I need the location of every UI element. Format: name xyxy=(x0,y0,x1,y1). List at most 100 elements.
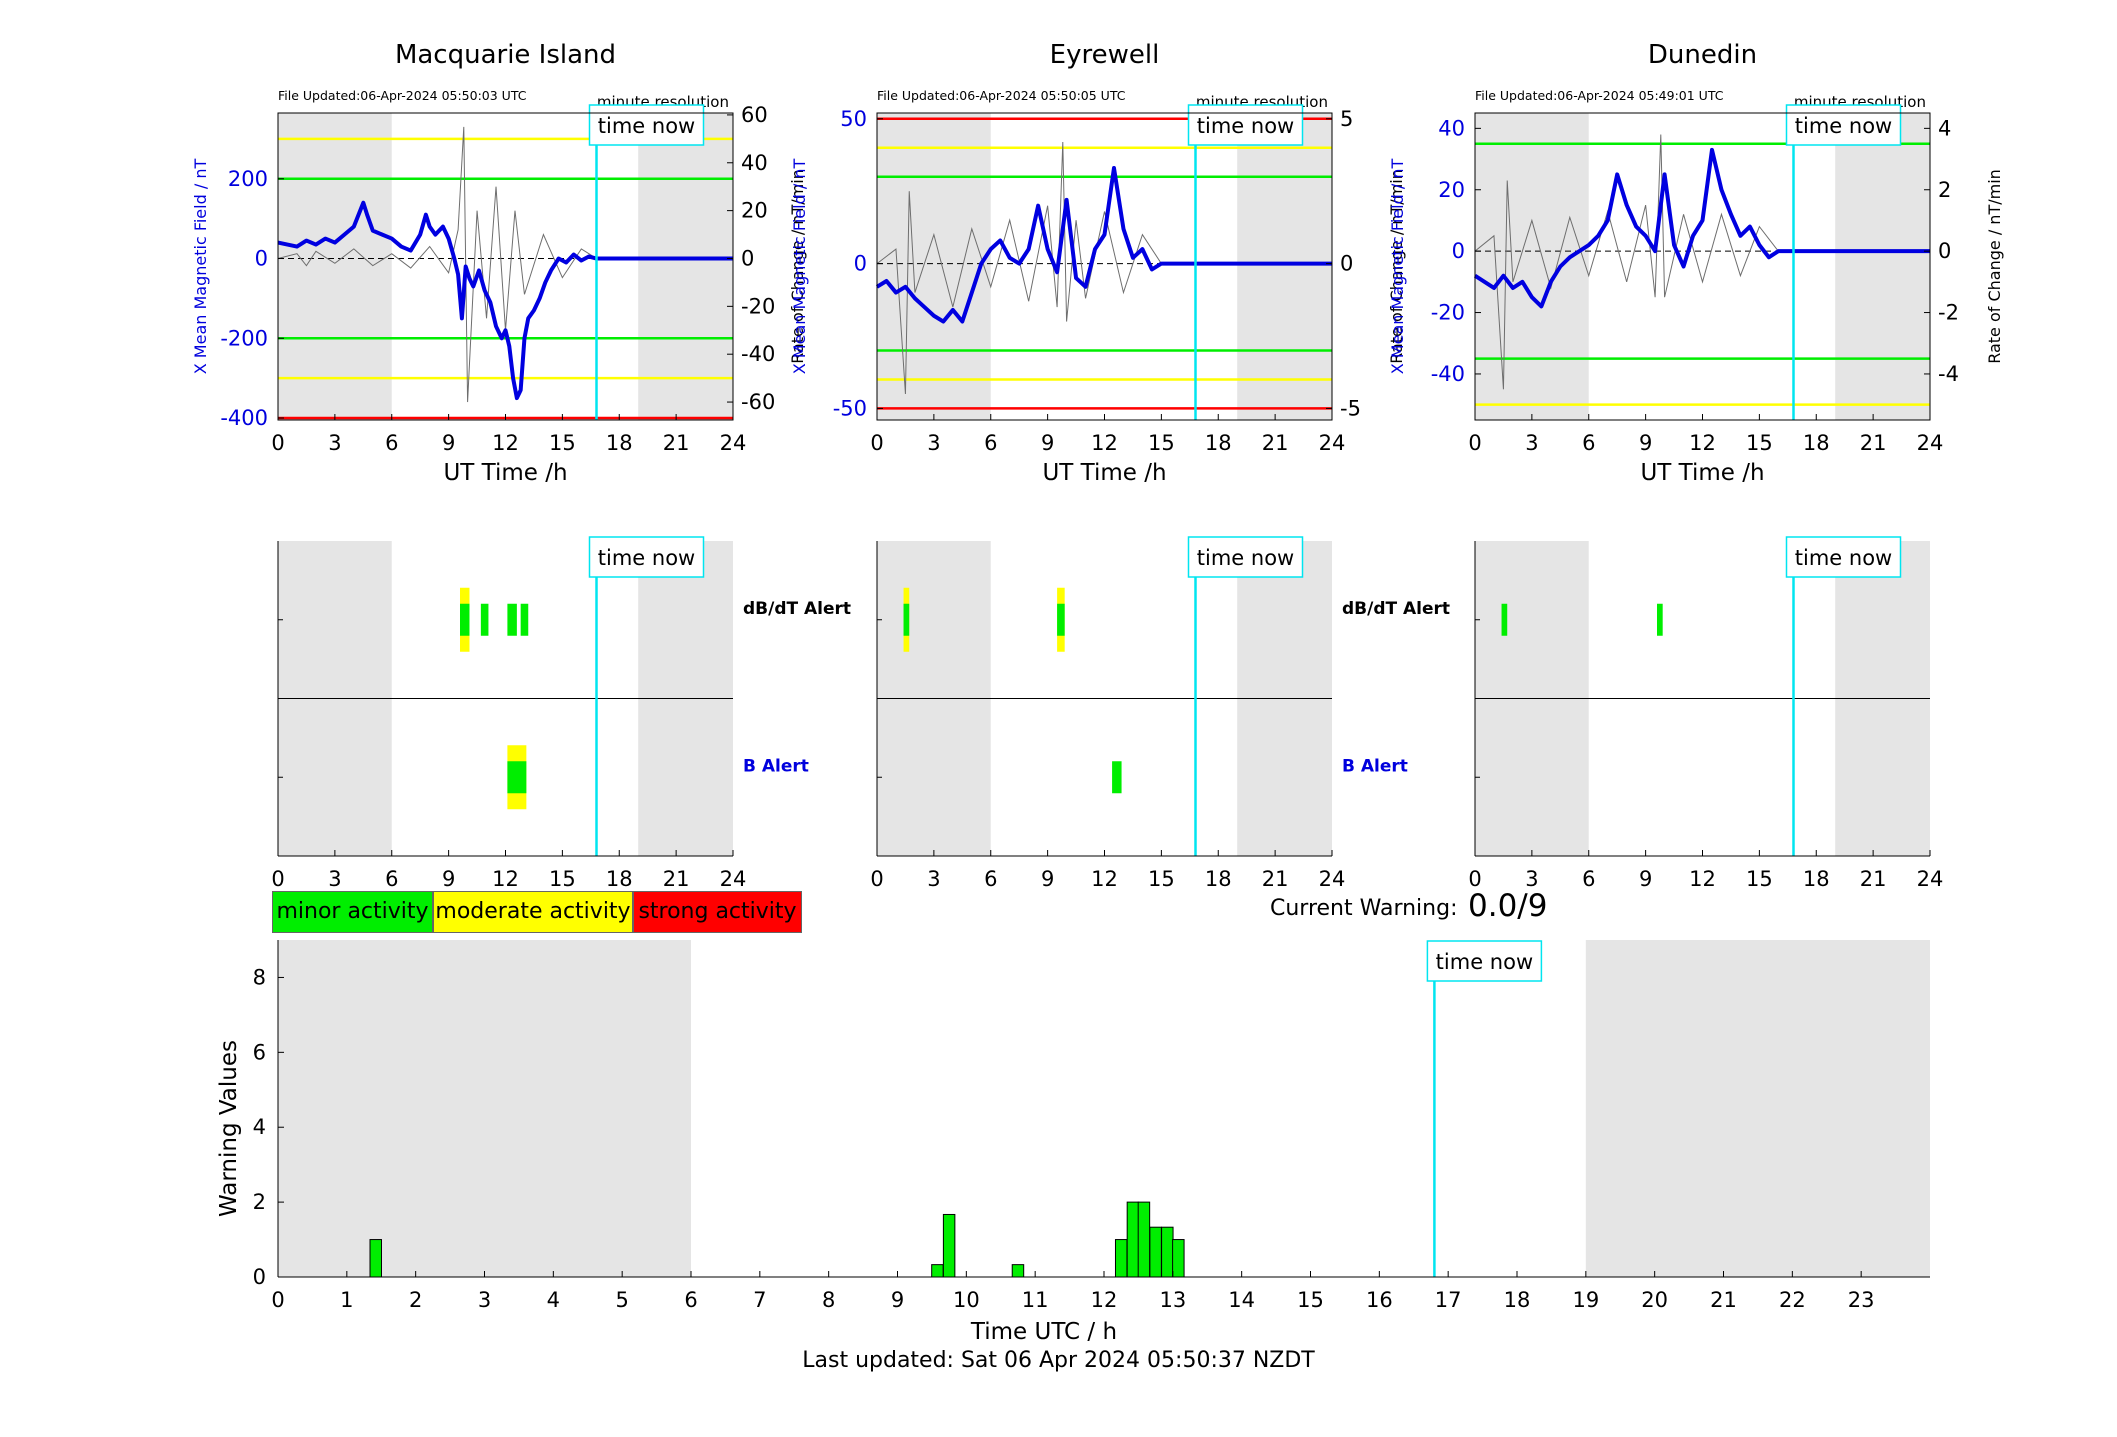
station-panel-2: Dunedin File Updated:06-Apr-2024 05:49:01… xyxy=(1388,40,2004,486)
x-tick-label: 18 xyxy=(1205,431,1232,455)
x-tick-label: 16 xyxy=(1366,1288,1393,1312)
x-tick-label: 6 xyxy=(984,867,997,891)
y-tick-label: -400 xyxy=(220,406,268,430)
x-tick-label: 19 xyxy=(1572,1288,1599,1312)
warning-bar xyxy=(1114,1239,1128,1278)
x-tick-label: 21 xyxy=(1860,867,1887,891)
x-tick-label: 9 xyxy=(1639,867,1652,891)
x-tick-label: 11 xyxy=(1022,1288,1049,1312)
x-tick-label: 15 xyxy=(1148,431,1175,455)
y-tick-label: -40 xyxy=(1431,362,1465,386)
x-tick-label: 20 xyxy=(1641,1288,1668,1312)
y-tick-label: -200 xyxy=(220,326,268,350)
warning-bar xyxy=(369,1239,382,1278)
y-tick-label: 2 xyxy=(253,1190,266,1214)
y-tick-label: 40 xyxy=(1438,116,1465,140)
rate-of-change-trace xyxy=(1474,134,1779,390)
warning-bar xyxy=(1011,1264,1025,1278)
x-axis-label: Time UTC / h xyxy=(970,1319,1117,1345)
b-alert-label: B Alert xyxy=(743,756,809,776)
magnetic-field-trace xyxy=(875,166,1332,324)
x-tick-label: 3 xyxy=(328,867,341,891)
legend-moderate-activity: moderate activity xyxy=(433,891,633,933)
x-tick-label: 15 xyxy=(1297,1288,1324,1312)
x-tick-label: 12 xyxy=(492,431,519,455)
x-tick-label: 3 xyxy=(328,431,341,455)
right-tick-label: -2 xyxy=(1938,301,1959,325)
x-tick-label: 10 xyxy=(953,1288,980,1312)
y-tick-label: -20 xyxy=(1431,301,1465,325)
x-axis-label: UT Time /h xyxy=(1042,460,1166,486)
x-tick-label: 9 xyxy=(442,867,455,891)
y-axis-label: Warning Values xyxy=(216,1040,242,1217)
time-now-label: time now xyxy=(598,546,695,570)
x-tick-label: 18 xyxy=(1504,1288,1531,1312)
alert-panel-2: time now 0 3 6 9 12 15 18 21 24 xyxy=(1468,536,1943,891)
station-panel-0: Macquarie Island File Updated:06-Apr-2024… xyxy=(191,40,807,486)
right-tick-label: -60 xyxy=(741,390,775,414)
time-now-label: time now xyxy=(1795,114,1892,138)
x-tick-label: 9 xyxy=(442,431,455,455)
x-tick-label: 21 xyxy=(663,431,690,455)
dbdt-alert-mark xyxy=(1657,603,1663,636)
station-title: Macquarie Island xyxy=(395,40,616,70)
b-alert-mark xyxy=(1112,761,1122,794)
x-tick-label: 15 xyxy=(549,431,576,455)
warning-bar xyxy=(1137,1201,1151,1278)
y-tick-label: 6 xyxy=(253,1040,266,1064)
warning-bar xyxy=(1161,1226,1174,1278)
x-tick-label: 6 xyxy=(385,431,398,455)
alert-panel-1: time now 0 3 6 9 12 15 18 21 24 dB/dT Alert B Alert xyxy=(870,536,1450,891)
y-tick-label: 4 xyxy=(253,1115,266,1139)
b-alert-mark xyxy=(507,761,527,794)
y-tick-label: -50 xyxy=(833,396,867,420)
y-tick-label: 20 xyxy=(1438,178,1465,202)
y-tick-label: 0 xyxy=(253,1265,266,1289)
time-now-label: time now xyxy=(1197,546,1294,570)
magnetic-field-trace xyxy=(277,200,733,401)
y-tick-label: 50 xyxy=(840,107,867,131)
legend-strong-activity: strong activity xyxy=(633,891,802,933)
dbdt-alert-mark xyxy=(520,603,529,636)
x-tick-label: 14 xyxy=(1228,1288,1255,1312)
y-tick-label: 0 xyxy=(255,247,268,271)
night-shade xyxy=(278,940,691,1277)
dbdt-alert-mark xyxy=(460,603,470,636)
y-tick-label: 0 xyxy=(1452,239,1465,263)
right-tick-label: 2 xyxy=(1938,178,1951,202)
x-tick-label: 3 xyxy=(1525,431,1538,455)
x-tick-label: 1 xyxy=(340,1288,353,1312)
current-warning-value: 0.0/9 xyxy=(1468,888,1548,924)
time-now-label: time now xyxy=(1795,546,1892,570)
current-warning-label: Current Warning: xyxy=(1270,896,1458,921)
y-tick-label: 0 xyxy=(854,252,867,276)
right-tick-label: -20 xyxy=(741,294,775,318)
x-tick-label: 24 xyxy=(1319,867,1346,891)
x-tick-label: 9 xyxy=(891,1288,904,1312)
file-updated-text: File Updated:06-Apr-2024 05:50:05 UTC xyxy=(877,88,1126,103)
y-tick-label: 8 xyxy=(253,965,266,989)
x-tick-label: 0 xyxy=(1468,867,1481,891)
magnetic-field-trace xyxy=(1473,147,1930,309)
warning-bar xyxy=(942,1213,956,1278)
rate-of-change-trace xyxy=(277,126,597,403)
right-tick-label: -5 xyxy=(1340,396,1361,420)
x-axis-label: UT Time /h xyxy=(443,460,567,486)
time-now-box xyxy=(1187,104,1304,146)
x-tick-label: 18 xyxy=(1803,867,1830,891)
right-tick-label: 0 xyxy=(1340,252,1353,276)
dbdt-alert-mark xyxy=(1057,603,1065,636)
warning-bar xyxy=(931,1264,944,1278)
x-tick-label: 9 xyxy=(1041,431,1054,455)
x-tick-label: 21 xyxy=(1262,431,1289,455)
x-tick-label: 22 xyxy=(1779,1288,1806,1312)
x-tick-label: 0 xyxy=(271,431,284,455)
x-tick-label: 15 xyxy=(1746,431,1773,455)
x-tick-label: 3 xyxy=(478,1288,491,1312)
night-shade xyxy=(638,113,733,420)
legend-minor-activity: minor activity xyxy=(272,891,433,933)
x-tick-label: 24 xyxy=(1917,431,1944,455)
x-axis-label: UT Time /h xyxy=(1640,460,1764,486)
y-tick-label: 200 xyxy=(228,167,268,191)
